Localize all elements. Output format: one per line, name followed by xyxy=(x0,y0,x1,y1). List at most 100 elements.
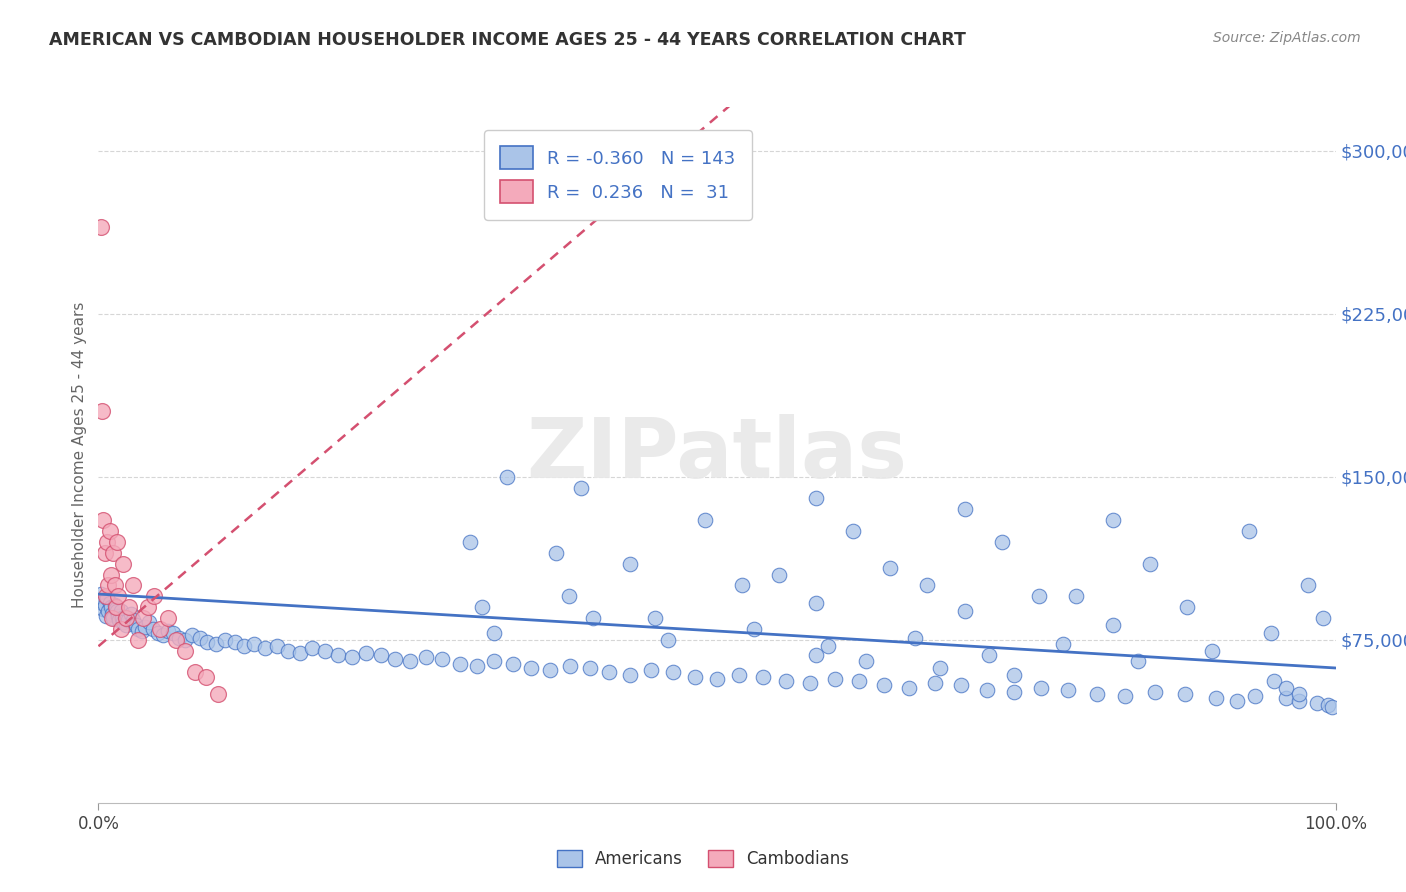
Point xyxy=(149,622,172,636)
Point xyxy=(1028,589,1050,603)
Point xyxy=(546,546,568,560)
Point xyxy=(127,622,149,636)
Point xyxy=(953,502,976,516)
Point xyxy=(644,611,666,625)
Point xyxy=(105,535,128,549)
Point xyxy=(683,670,706,684)
Point xyxy=(243,637,266,651)
Point xyxy=(768,567,790,582)
Point xyxy=(465,658,488,673)
Point xyxy=(804,596,827,610)
Point xyxy=(706,672,728,686)
Point xyxy=(118,600,141,615)
Point xyxy=(96,591,118,606)
Point xyxy=(131,624,153,638)
Point xyxy=(370,648,392,662)
Point xyxy=(181,628,204,642)
Point xyxy=(432,652,454,666)
Point xyxy=(619,557,641,571)
Point xyxy=(138,615,160,630)
Point xyxy=(917,578,939,592)
Point xyxy=(136,600,159,615)
Point xyxy=(142,622,165,636)
Point xyxy=(873,678,896,692)
Point xyxy=(266,639,288,653)
Point xyxy=(328,648,350,662)
Point xyxy=(598,665,620,680)
Point xyxy=(93,546,115,560)
Point xyxy=(520,661,543,675)
Legend: R = -0.360   N = 143, R =  0.236   N =  31: R = -0.360 N = 143, R = 0.236 N = 31 xyxy=(484,130,752,219)
Point xyxy=(100,600,122,615)
Point xyxy=(415,650,437,665)
Point xyxy=(1317,698,1340,712)
Point xyxy=(93,598,115,612)
Point xyxy=(94,589,117,603)
Point xyxy=(657,632,679,647)
Point xyxy=(619,667,641,681)
Point xyxy=(582,611,605,625)
Point xyxy=(949,678,972,692)
Point xyxy=(1288,687,1310,701)
Point xyxy=(661,665,683,680)
Point xyxy=(91,404,114,418)
Point xyxy=(195,670,218,684)
Point xyxy=(314,643,336,657)
Point xyxy=(98,596,121,610)
Point xyxy=(143,589,166,603)
Point xyxy=(928,661,950,675)
Point xyxy=(111,611,134,625)
Point xyxy=(156,611,179,625)
Point xyxy=(897,681,920,695)
Point xyxy=(979,648,1001,662)
Point xyxy=(120,607,142,621)
Point xyxy=(174,643,197,657)
Legend: Americans, Cambodians: Americans, Cambodians xyxy=(550,843,856,875)
Point xyxy=(105,605,128,619)
Point xyxy=(990,535,1012,549)
Point xyxy=(184,665,207,680)
Point xyxy=(97,578,120,592)
Point xyxy=(167,631,190,645)
Point xyxy=(224,635,246,649)
Point xyxy=(114,617,136,632)
Point xyxy=(804,648,827,662)
Point xyxy=(1288,693,1310,707)
Point xyxy=(288,646,311,660)
Point xyxy=(114,611,136,625)
Point xyxy=(1144,685,1167,699)
Point xyxy=(112,615,135,630)
Point xyxy=(1114,690,1136,704)
Point xyxy=(90,587,112,601)
Point xyxy=(110,605,132,619)
Point xyxy=(1126,655,1149,669)
Point xyxy=(107,608,129,623)
Point xyxy=(112,557,135,571)
Point xyxy=(471,600,494,615)
Point xyxy=(752,670,775,684)
Point xyxy=(1175,600,1198,615)
Point xyxy=(1002,685,1025,699)
Point xyxy=(824,672,846,686)
Point xyxy=(354,646,377,660)
Point xyxy=(558,658,581,673)
Point xyxy=(924,676,946,690)
Point xyxy=(101,611,124,625)
Point xyxy=(104,602,127,616)
Point xyxy=(195,635,218,649)
Point xyxy=(502,657,524,671)
Point xyxy=(640,663,662,677)
Point xyxy=(122,613,145,627)
Point xyxy=(110,622,132,636)
Point xyxy=(162,626,184,640)
Point xyxy=(91,596,114,610)
Point xyxy=(1102,617,1125,632)
Point xyxy=(124,617,146,632)
Point xyxy=(1102,513,1125,527)
Point xyxy=(254,641,277,656)
Point xyxy=(731,578,754,592)
Point xyxy=(1057,682,1080,697)
Point xyxy=(117,613,139,627)
Point xyxy=(569,481,592,495)
Point xyxy=(384,652,406,666)
